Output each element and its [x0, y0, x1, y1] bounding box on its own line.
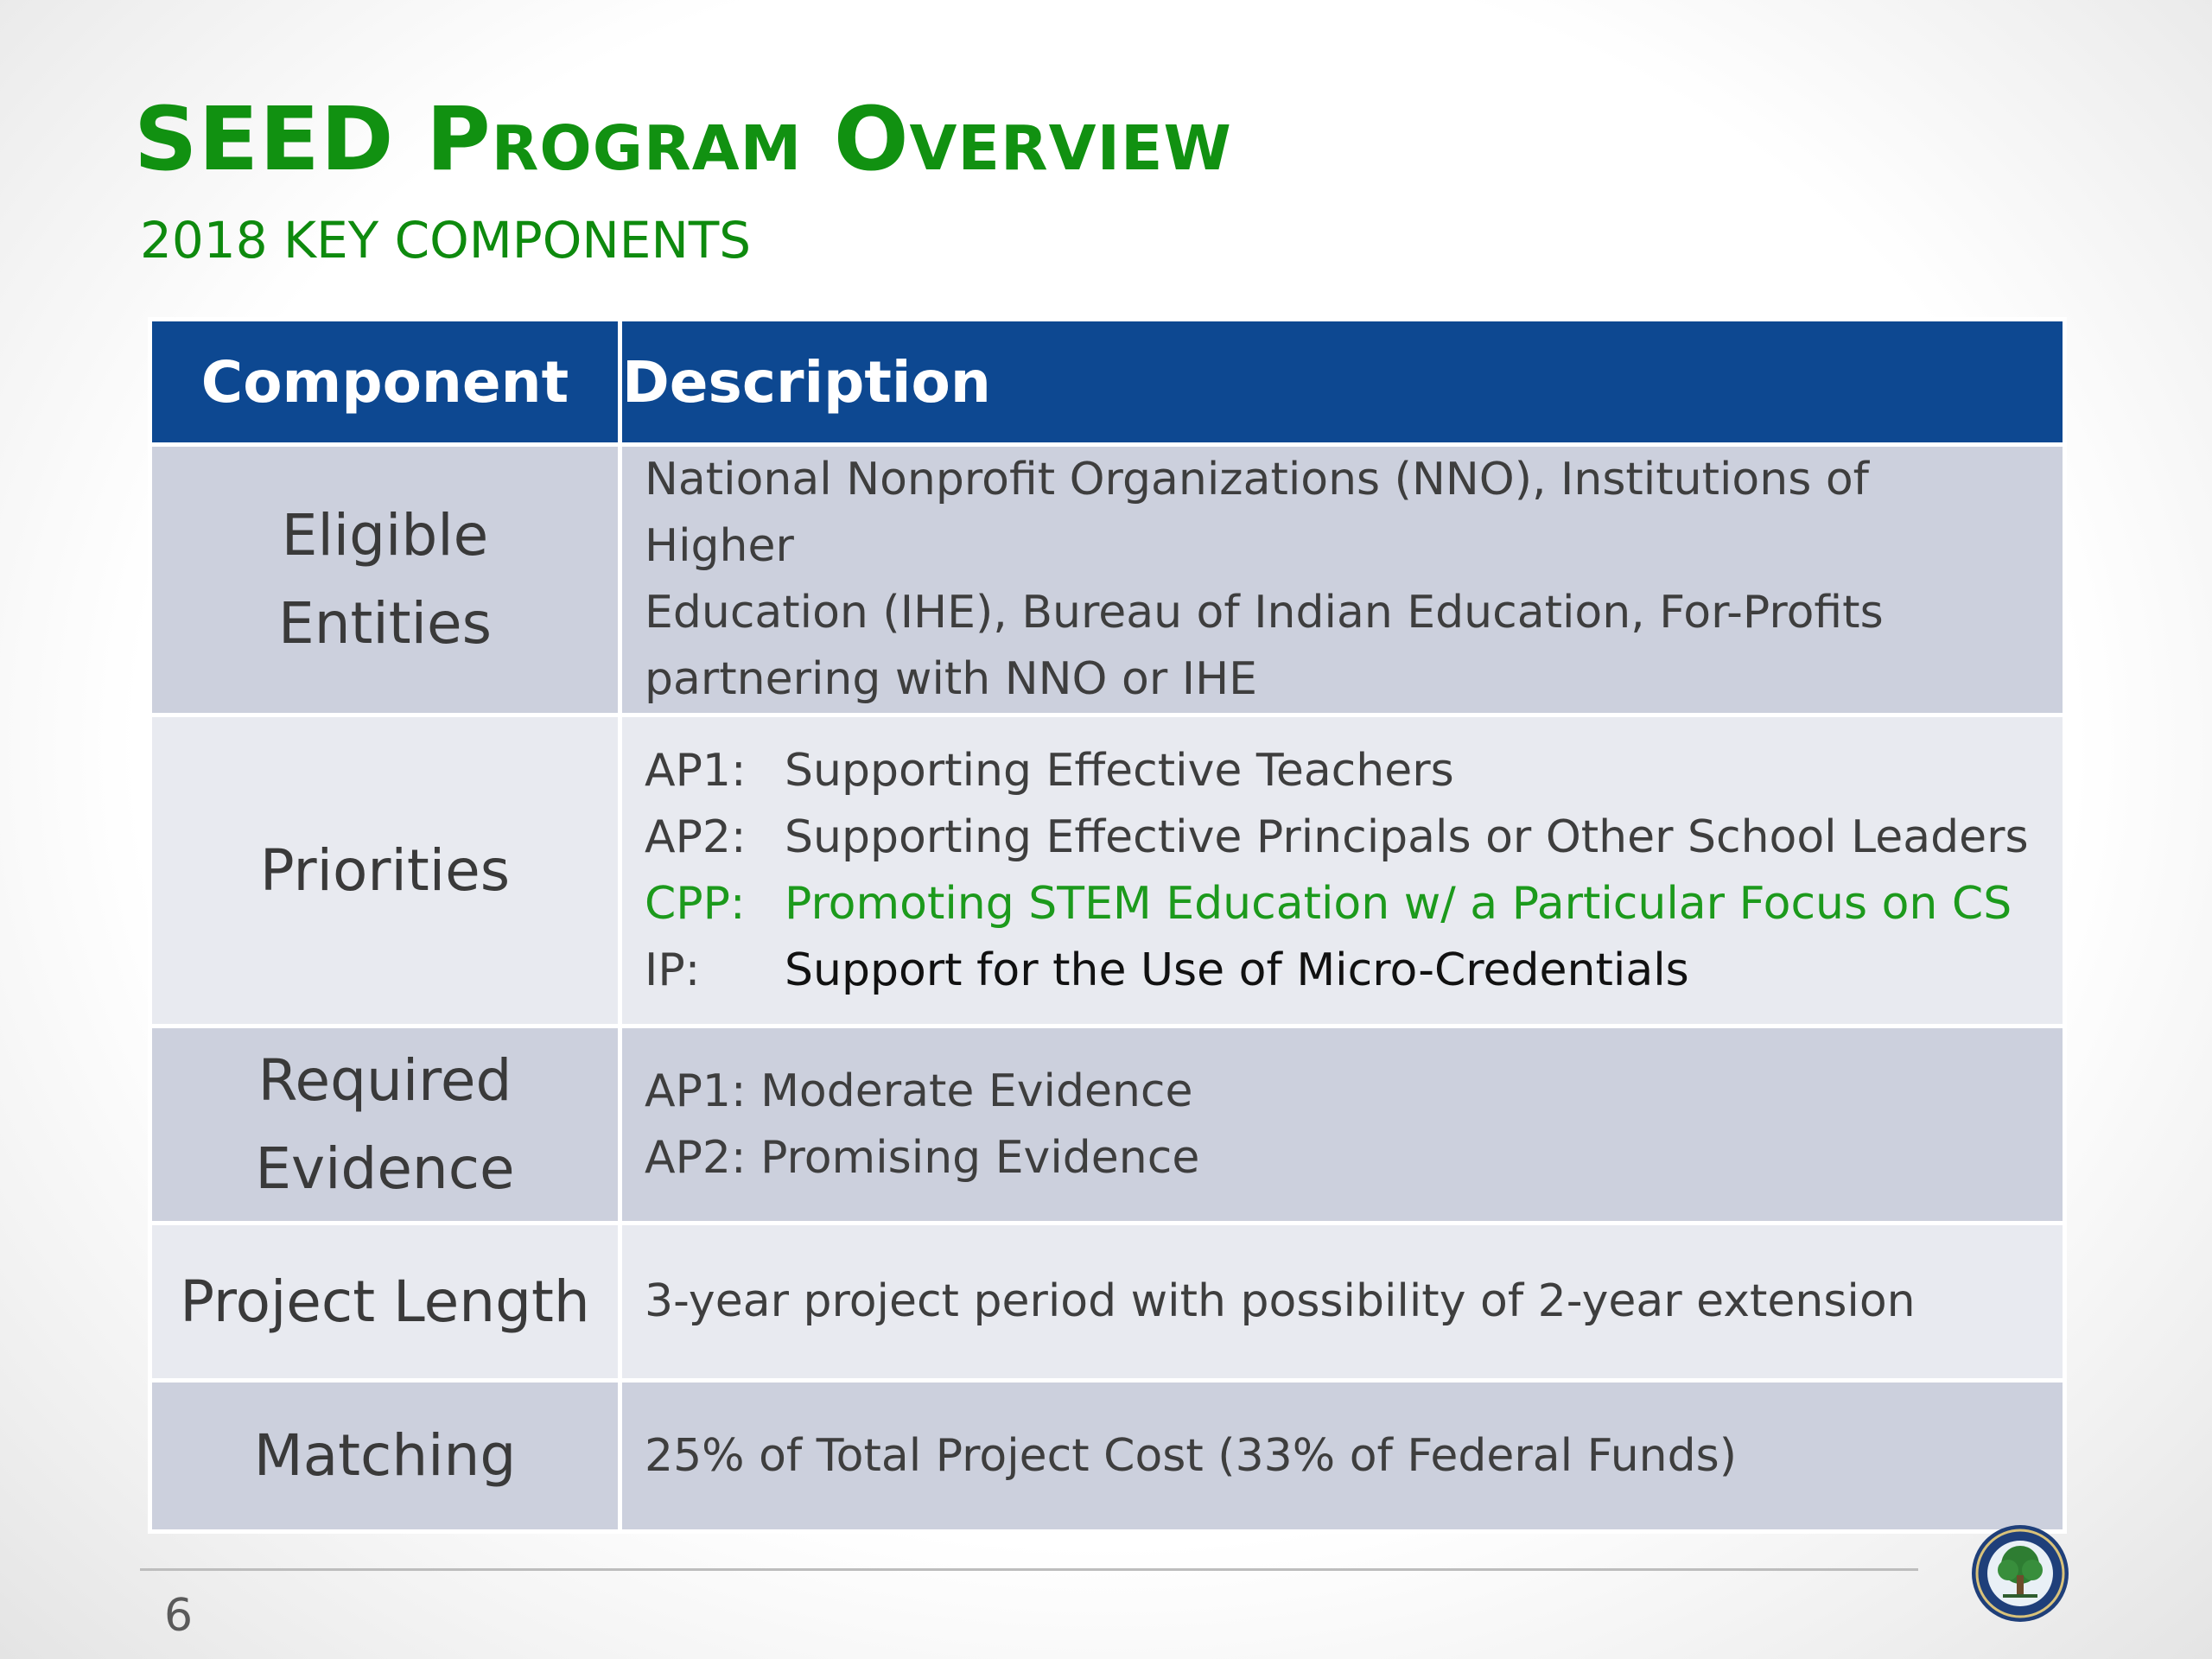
description-line: partnering with NNO or IHE [645, 653, 1258, 705]
header-description: Description [618, 317, 2067, 447]
table-row: Project Length 3-year project period wit… [148, 1221, 2067, 1382]
slide-title: SEED Program Overview [134, 88, 1232, 191]
priority-text: Supporting Effective Principals or Other… [785, 810, 2029, 863]
component-cell: Eligible Entities [148, 442, 622, 717]
description-line: National Nonprofit Organizations (NNO), … [645, 454, 1869, 572]
priority-item: AP2: Supporting Effective Principals or O… [645, 804, 2029, 871]
component-label: Evidence [255, 1135, 515, 1202]
priority-item-competitive: CPP: Promoting STEM Education w/ a Partic… [645, 871, 2028, 938]
priority-text: Supporting Effective Teachers [785, 744, 1454, 797]
priority-code: CPP: [645, 877, 746, 930]
priority-item: AP1: Supporting Effective Teachers [645, 738, 2028, 804]
slide-subtitle: 2018 KEY COMPONENTS [140, 211, 752, 270]
component-cell: Priorities [148, 713, 622, 1028]
priority-code: AP2: [645, 810, 747, 863]
description-cell: AP1: Supporting Effective Teachers AP2: Su… [618, 713, 2067, 1028]
description-line: Education (IHE), Bureau of Indian Educat… [645, 587, 1884, 639]
description-cell: 25% of Total Project Cost (33% of Federa… [618, 1378, 2067, 1534]
key-components-table: Component Description Eligible Entities … [148, 317, 2067, 1534]
table-row: Required Evidence AP1: Moderate Evidence… [148, 1024, 2067, 1225]
priority-text: Support for the Use of Micro-Credentials [785, 944, 1689, 996]
description-cell: 3-year project period with possibility o… [618, 1221, 2067, 1382]
table-header-row: Component Description [148, 317, 2067, 447]
description-cell: National Nonprofit Organizations (NNO), … [618, 442, 2067, 717]
footer-divider [140, 1568, 1918, 1571]
department-of-education-seal-icon [1972, 1525, 2069, 1622]
description-cell: AP1: Moderate Evidence AP2: Promising Ev… [618, 1024, 2067, 1225]
description-line: AP1: Moderate Evidence [645, 1065, 1193, 1117]
table-row: Eligible Entities National Nonprofit Org… [148, 442, 2067, 717]
header-component: Component [148, 317, 622, 447]
component-cell: Project Length [148, 1221, 622, 1382]
priority-code: IP: [645, 944, 701, 996]
component-label: Entities [278, 590, 492, 657]
table-row: Matching 25% of Total Project Cost (33% … [148, 1378, 2067, 1534]
description-line: AP2: Promising Evidence [645, 1131, 1200, 1184]
component-cell: Required Evidence [148, 1024, 622, 1225]
component-label: Required [257, 1046, 512, 1114]
priority-code: AP1: [645, 744, 747, 797]
priority-text: Promoting STEM Education w/ a Particular… [785, 877, 2012, 930]
component-label: Eligible [281, 502, 489, 569]
priority-item-invitational: IP: Support for the Use of Micro-Credenti… [645, 938, 2028, 1004]
component-cell: Matching [148, 1378, 622, 1534]
table-row: Priorities AP1: Supporting Effective Teac… [148, 713, 2067, 1028]
page-number: 6 [164, 1590, 194, 1642]
